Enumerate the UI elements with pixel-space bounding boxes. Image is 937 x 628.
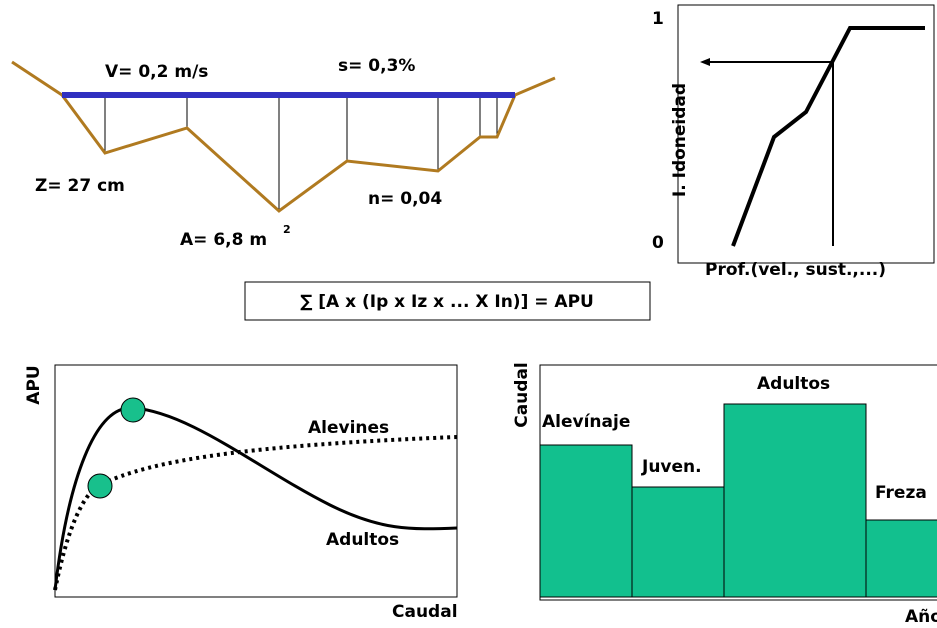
fry-curve xyxy=(55,437,457,590)
y-label: I. Idoneidad xyxy=(670,83,690,197)
y-label: APU xyxy=(24,365,44,404)
optimum-adults xyxy=(121,398,145,422)
arrow-head xyxy=(700,58,710,66)
curve-label: Adultos xyxy=(326,530,399,550)
y-min: 0 xyxy=(652,233,664,253)
area: A= 6,8 m xyxy=(180,230,267,250)
period-label: Juven. xyxy=(641,457,702,477)
period-block xyxy=(540,445,632,597)
page: V= 0,2 m/s s= 0,3% Z= 27 cm A= 6,8 m 2 n… xyxy=(0,0,937,628)
optimum-fry xyxy=(88,474,112,498)
depth: Z= 27 cm xyxy=(35,176,125,196)
y-max: 1 xyxy=(652,9,664,29)
period-label: Alevínaje xyxy=(542,412,630,432)
x-label: Año xyxy=(905,607,937,627)
adults-curve xyxy=(55,408,457,590)
x-label: Prof.(vel., sust.,...) xyxy=(705,260,886,280)
area-exponent: 2 xyxy=(283,223,291,236)
apu-frame xyxy=(55,365,457,597)
period-block xyxy=(866,520,937,597)
period-label: Adultos xyxy=(757,374,830,394)
period-label: Freza xyxy=(875,483,927,503)
slope: s= 0,3% xyxy=(338,56,415,76)
period-block xyxy=(632,487,724,597)
suitability-frame xyxy=(678,5,934,263)
slide: V= 0,2 m/s s= 0,3% Z= 27 cm A= 6,8 m 2 n… xyxy=(0,0,937,628)
curve-label: Alevines xyxy=(308,418,389,438)
period-block xyxy=(724,404,866,597)
x-label: Caudal xyxy=(392,602,458,622)
suitability-curve xyxy=(733,28,925,246)
formula: ∑ [A x (Ip x Iz x ... X In)] = APU xyxy=(300,292,594,312)
roughness: n= 0,04 xyxy=(368,189,442,209)
velocity: V= 0,2 m/s xyxy=(105,62,208,82)
y-label: Caudal xyxy=(512,362,532,428)
